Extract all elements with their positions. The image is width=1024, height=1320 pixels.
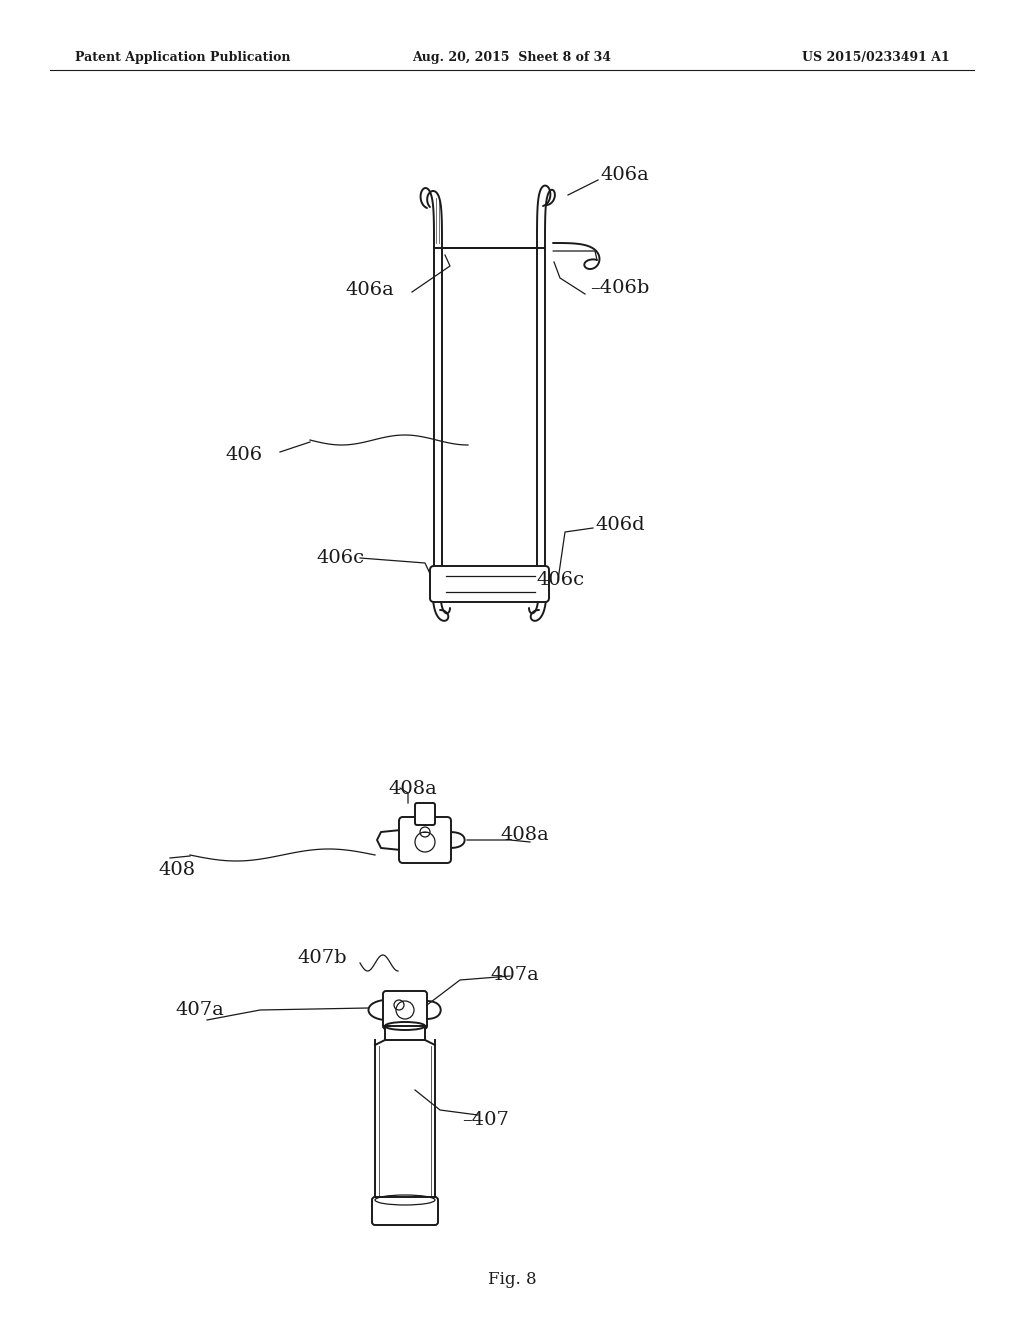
Text: –407: –407 (462, 1111, 509, 1129)
Text: US 2015/0233491 A1: US 2015/0233491 A1 (802, 50, 950, 63)
FancyBboxPatch shape (372, 1197, 438, 1225)
Text: 408a: 408a (500, 826, 549, 843)
Text: 407a: 407a (175, 1001, 224, 1019)
Text: 408a: 408a (388, 780, 437, 799)
Text: 406c: 406c (316, 549, 365, 568)
Text: 406c: 406c (536, 572, 584, 589)
Text: 406a: 406a (345, 281, 394, 300)
Text: 408: 408 (158, 861, 196, 879)
FancyBboxPatch shape (430, 566, 549, 602)
Text: 406: 406 (225, 446, 262, 465)
Text: 406a: 406a (600, 166, 649, 183)
Text: Aug. 20, 2015  Sheet 8 of 34: Aug. 20, 2015 Sheet 8 of 34 (413, 50, 611, 63)
Text: 406d: 406d (595, 516, 645, 535)
Text: Fig. 8: Fig. 8 (487, 1271, 537, 1288)
Text: 407a: 407a (490, 966, 539, 983)
Text: –406b: –406b (590, 279, 649, 297)
FancyBboxPatch shape (399, 817, 451, 863)
Text: Patent Application Publication: Patent Application Publication (75, 50, 291, 63)
FancyBboxPatch shape (383, 991, 427, 1030)
FancyBboxPatch shape (385, 1026, 425, 1040)
Text: 407b: 407b (297, 949, 347, 968)
FancyBboxPatch shape (415, 803, 435, 825)
